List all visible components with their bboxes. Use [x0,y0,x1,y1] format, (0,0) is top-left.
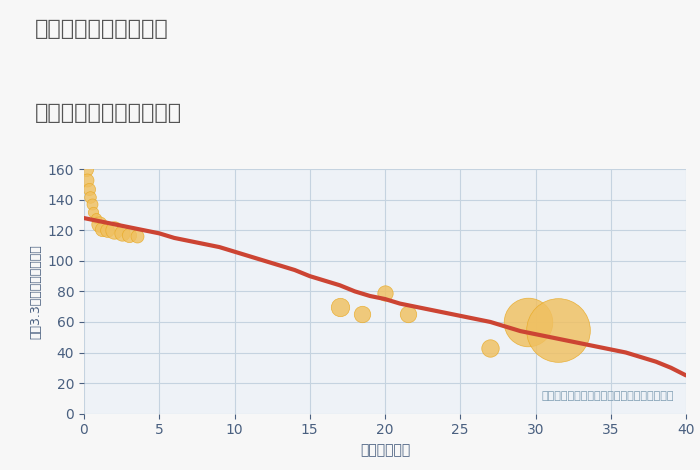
Point [552,326,564,333]
Y-axis label: 坪（3.3㎡）単価（万円）: 坪（3.3㎡）単価（万円） [29,244,42,339]
Point [357,311,368,318]
Text: 円の大きさは、取引のあった物件面積を示す: 円の大きさは、取引のあった物件面積を示す [542,392,674,401]
Point [83,185,94,193]
Point [101,227,112,234]
Point [522,318,533,326]
Point [335,303,346,310]
Point [97,225,108,233]
Point [85,193,96,200]
Point [131,233,142,240]
Point [90,214,101,222]
Point [88,208,99,216]
Point [86,201,97,208]
X-axis label: 築年数（年）: 築年数（年） [360,443,410,457]
Point [116,229,127,237]
Point [81,176,92,184]
Point [108,227,120,234]
Point [93,220,105,228]
Point [484,344,496,352]
Text: 築年数別中古戸建て価格: 築年数別中古戸建て価格 [35,103,182,124]
Text: 愛知県安城市篠目町の: 愛知県安城市篠目町の [35,19,169,39]
Point [379,289,391,297]
Point [402,311,413,318]
Point [80,165,91,173]
Point [123,231,134,239]
